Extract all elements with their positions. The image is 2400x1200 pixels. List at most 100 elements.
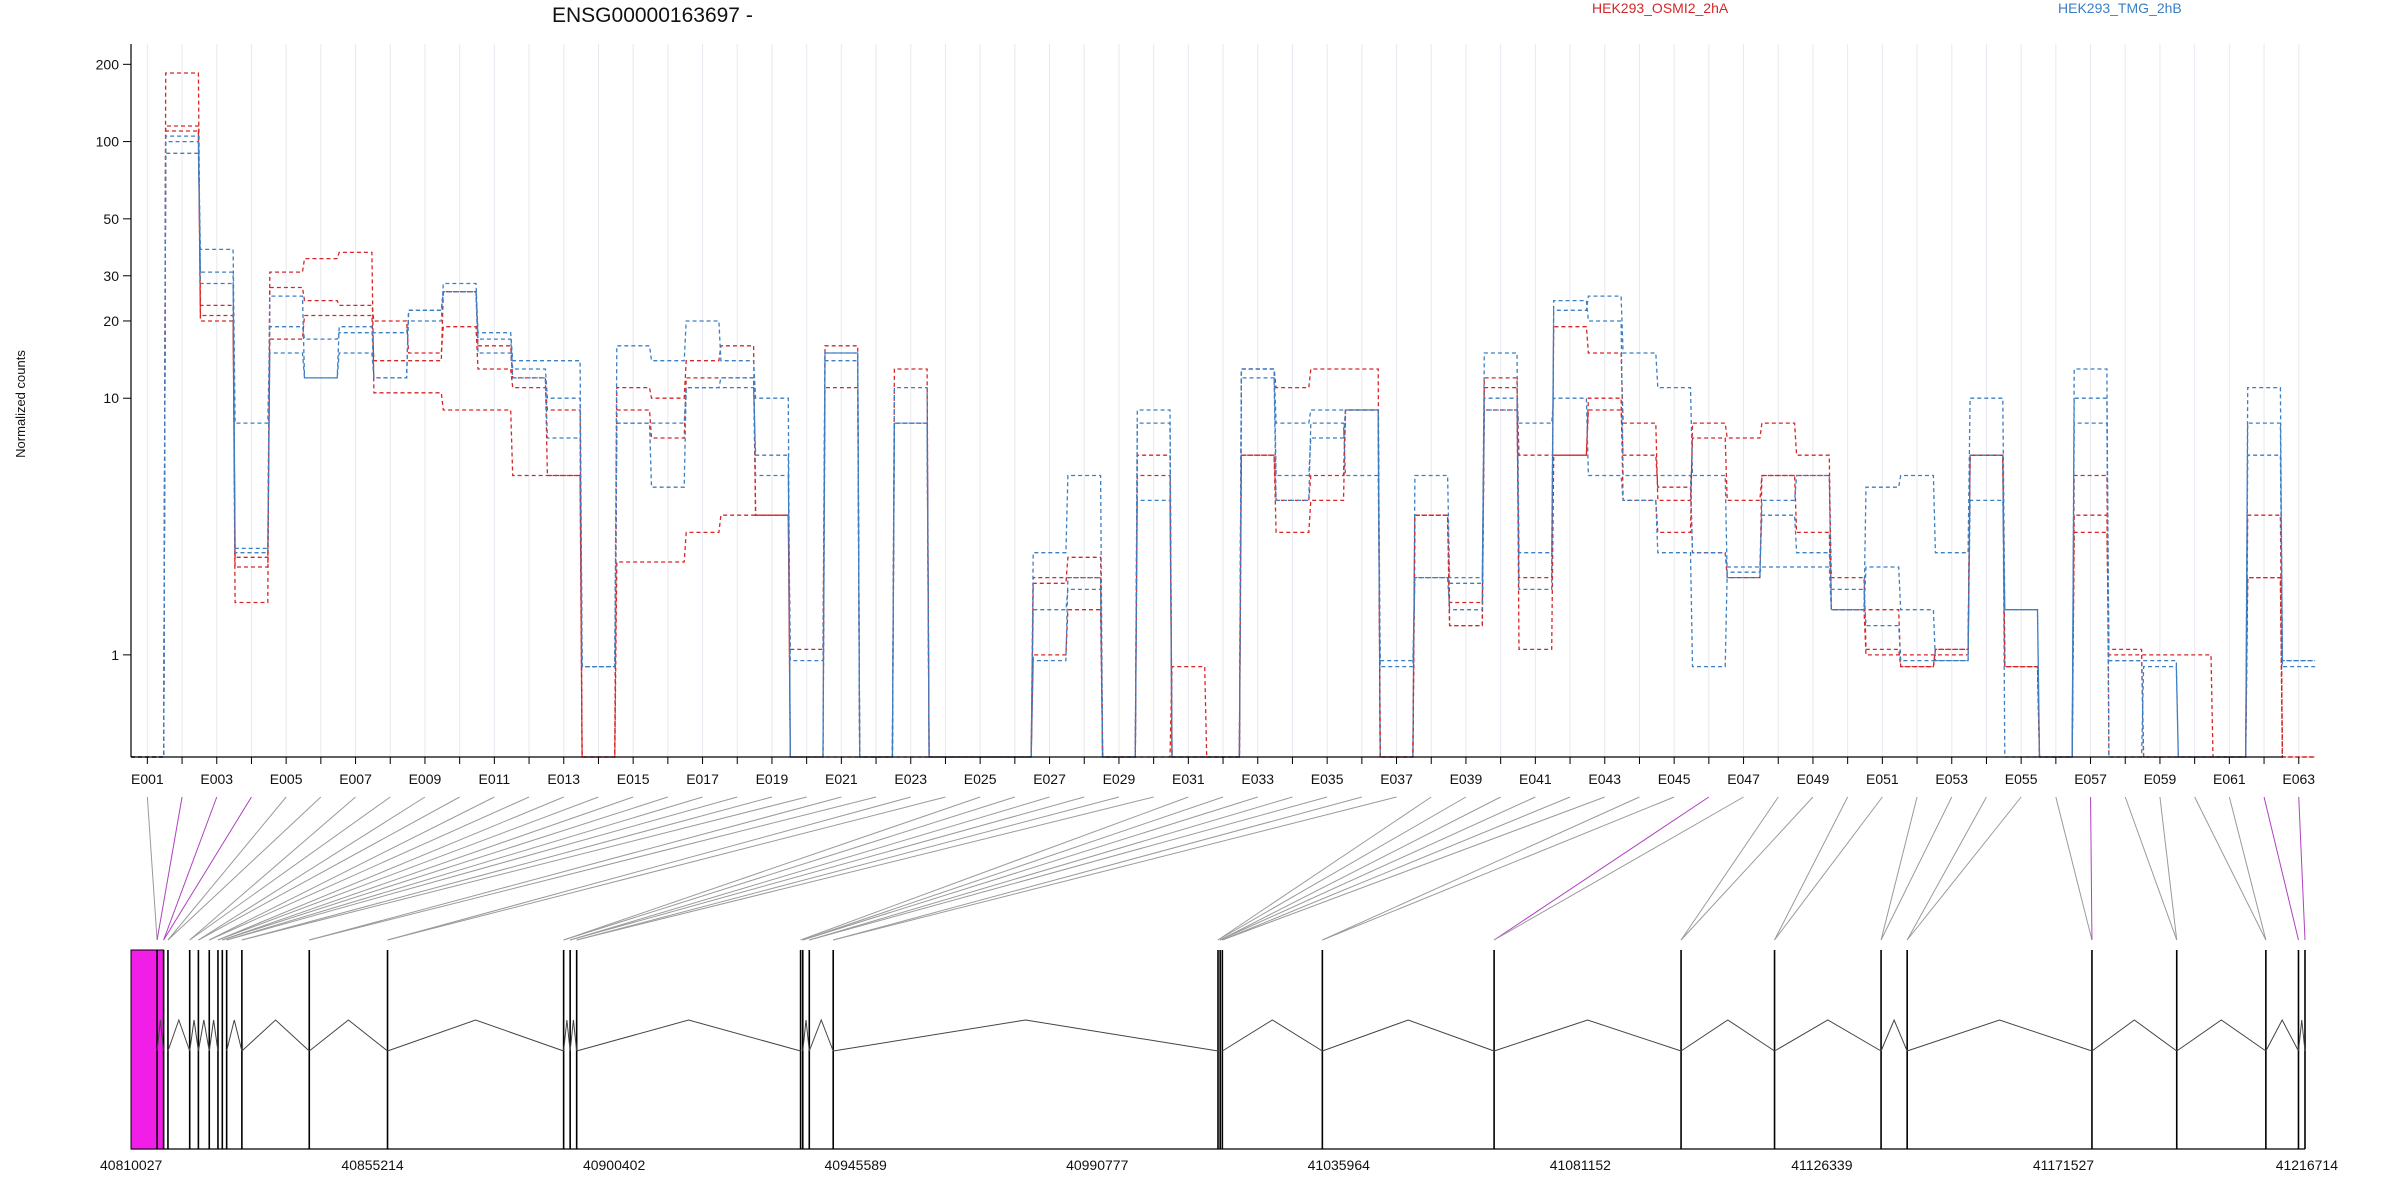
intron-line [167,1018,191,1052]
exon-link-line [2228,796,2267,941]
exon-link-line [146,796,158,941]
x-tick-label: E063 [2282,771,2315,787]
y-axis-label: Normalized counts [13,350,28,458]
exon-link-line [1222,796,1571,941]
exon-link-line [209,796,530,941]
x-tick-label: E009 [409,771,442,787]
x-tick-label: E023 [894,771,927,787]
intron-line [308,1019,388,1052]
exon-link-line [2124,796,2178,941]
exon-link-line [1774,796,1849,941]
exon-link-line [222,796,634,941]
x-tick-label: E027 [1033,771,1066,787]
exon-link-line [1219,796,1536,941]
x-tick-label: E017 [686,771,719,787]
exon-link-line [1680,796,1814,941]
y-tick-label: 30 [103,268,119,284]
x-tick-label: E043 [1588,771,1621,787]
gene-model [130,949,2306,1150]
intron-line [2297,1019,2306,1052]
exon-link-line [1906,796,1987,941]
intron-line [2176,1019,2267,1052]
y-tick-label: 10 [103,390,119,406]
exon-block-first [130,949,165,1150]
exon-link-line [189,796,356,941]
intron-line [569,1019,578,1052]
x-tick-label: E031 [1172,771,1205,787]
genomic-coordinate-label: 41216714 [2276,1157,2339,1173]
exon-link-lines [146,796,2306,941]
exon-link-line [309,796,877,941]
exon-link-line [198,796,426,941]
x-tick-label: E005 [270,771,303,787]
x-tick-label: E001 [131,771,164,787]
exon-link-line [241,796,807,941]
intron-line [833,1019,1219,1052]
exon-link-line [226,796,738,941]
x-tick-label: E053 [1935,771,1968,787]
intron-line [563,1019,571,1052]
exon-link-line [217,796,599,941]
intron-line [241,1019,310,1052]
x-tick-label: E007 [339,771,372,787]
genomic-coordinate-label: 40900402 [583,1157,646,1173]
exon-link-line [1493,796,1710,941]
exon-link-line [167,796,287,941]
x-tick-label: E015 [617,771,650,787]
y-tick-label: 200 [96,56,120,72]
genomic-coordinate-label: 40990777 [1066,1157,1129,1173]
exon-link-line [1880,796,1953,941]
axes [130,44,2283,758]
x-tick-label: E047 [1727,771,1760,787]
genomic-coordinate-label: 40810027 [100,1157,163,1173]
x-tick-label: E045 [1658,771,1691,787]
exon-link-line [241,796,773,941]
x-tick-label: E013 [547,771,580,787]
exon-link-line [809,796,1328,941]
exon-link-line [226,796,703,941]
x-tick-label: E021 [825,771,858,787]
intron-line [576,1019,801,1052]
exon-link-line [217,796,564,941]
intron-line [1774,1019,1882,1052]
exon-link-line [2090,796,2093,941]
exon-link-line [1217,796,1467,941]
x-tick-label: E003 [200,771,233,787]
exon-link-line [2298,796,2306,941]
gridlines [146,44,2300,757]
exon-link-line [2194,796,2267,941]
intron-line [802,1019,810,1052]
intron-line [2091,1019,2178,1052]
exon-link-line [802,796,1258,941]
x-tick-label: E025 [964,771,997,787]
legend-label-tmg: HEK293_TMG_2hB [2058,0,2182,16]
intron-line [1322,1019,1495,1052]
exon-link-line [800,796,1189,941]
exon-link-line [2055,796,2093,941]
x-tick-label: E049 [1797,771,1830,787]
genomic-coordinate-labels: 40810027 40855214 40900402 40945589 40990777… [100,1157,2338,1173]
exon-link-line [1880,796,1918,941]
intron-line [197,1019,210,1052]
y-ticks: 1 10 20 30 50 100 200 [96,56,131,663]
x-tick-label: E029 [1103,771,1136,787]
x-tick-label: E019 [756,771,789,787]
genomic-coordinate-label: 40945589 [825,1157,888,1173]
exon-link-line [1680,796,1779,941]
x-tick-label: E011 [479,771,511,787]
y-tick-label: 100 [96,134,120,150]
exon-link-line [833,796,1397,941]
legend-label-osmi2: HEK293_OSMI2_2hA [1592,0,1729,16]
x-tick-label: E059 [2144,771,2177,787]
exon-link-line [387,796,946,941]
y-tick-label: 50 [103,211,119,227]
exon-link-line [222,796,669,941]
exon-link-line [2159,796,2178,941]
exon-link-line [2263,796,2299,941]
exon-link-line [156,796,183,941]
exon-link-line [387,796,911,941]
intron-line [156,1019,165,1052]
exon-link-line [570,796,1085,941]
exon-link-line [309,796,842,941]
